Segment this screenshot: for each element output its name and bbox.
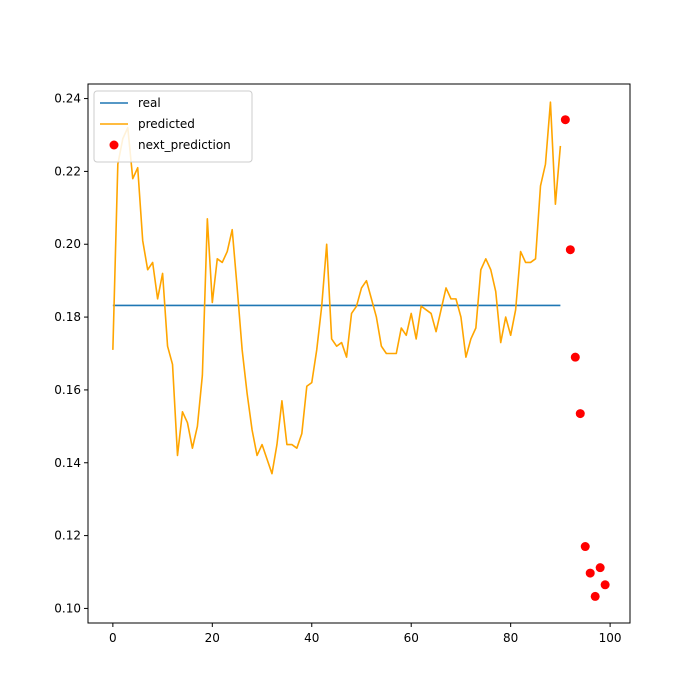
y-axis: 0.10 0.12 0.14 0.16 0.18 0.20 0.22 0.24 xyxy=(54,92,88,615)
legend-label-real: real xyxy=(138,96,161,110)
legend-box xyxy=(93,90,253,163)
scatter-point-next-prediction xyxy=(575,409,585,419)
y-tick-label: 0.10 xyxy=(54,601,81,615)
legend-label-next-prediction: next_prediction xyxy=(138,138,231,152)
plot-area xyxy=(112,101,610,601)
scatter-point-next-prediction xyxy=(560,115,570,125)
scatter-point-next-prediction xyxy=(585,568,595,578)
series-line-predicted xyxy=(112,101,562,475)
legend-swatch-next-prediction xyxy=(109,140,119,150)
y-tick-label: 0.14 xyxy=(54,456,81,470)
y-tick-label: 0.24 xyxy=(54,92,81,106)
scatter-point-next-prediction xyxy=(590,591,600,601)
x-tick-label: 40 xyxy=(304,631,319,645)
y-tick-label: 0.18 xyxy=(54,310,81,324)
scatter-point-next-prediction xyxy=(580,542,590,552)
scatter-point-next-prediction xyxy=(595,563,605,573)
scatter-point-next-prediction xyxy=(600,580,610,590)
y-tick-label: 0.20 xyxy=(54,237,81,251)
y-tick-label: 0.16 xyxy=(54,383,81,397)
axes-frame xyxy=(87,83,631,624)
scatter-point-next-prediction xyxy=(565,245,575,255)
x-tick-label: 20 xyxy=(205,631,220,645)
x-tick-label: 0 xyxy=(109,631,117,645)
x-tick-label: 100 xyxy=(599,631,622,645)
y-tick-label: 0.12 xyxy=(54,529,81,543)
x-tick-label: 80 xyxy=(503,631,518,645)
legend-label-predicted: predicted xyxy=(138,117,195,131)
legend: real predicted next_prediction xyxy=(93,90,253,163)
y-tick-label: 0.22 xyxy=(54,164,81,178)
x-axis: 0 20 40 60 80 100 xyxy=(109,623,622,645)
x-tick-label: 60 xyxy=(404,631,419,645)
scatter-point-next-prediction xyxy=(570,352,580,362)
